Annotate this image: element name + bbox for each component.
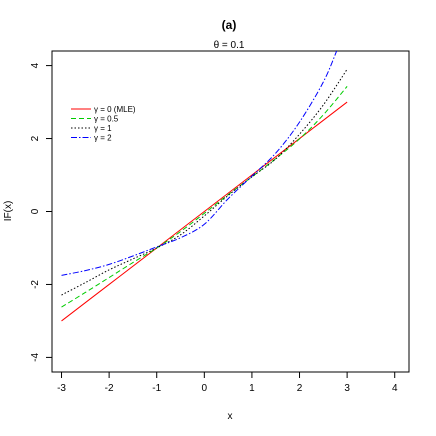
x-tick-label: 0 <box>202 383 208 394</box>
x-tick-label: -1 <box>152 383 161 394</box>
x-tick-label: 4 <box>392 383 398 394</box>
y-axis: -4 -2 0 2 4 <box>30 62 53 362</box>
x-axis-label: x <box>228 411 233 422</box>
legend-label: γ = 0.5 <box>94 115 119 124</box>
x-axis: -3 -2 -1 0 1 2 3 4 <box>57 371 398 394</box>
series-line-1 <box>61 86 348 308</box>
x-tick-label: 3 <box>344 383 350 394</box>
x-tick-label: -2 <box>105 383 114 394</box>
series-line-3 <box>61 51 338 276</box>
y-tick-label: 2 <box>30 135 41 141</box>
series-line-2 <box>61 68 348 296</box>
y-tick-label: -2 <box>30 280 41 289</box>
y-axis-label: IF(x) <box>3 201 14 222</box>
x-tick-label: 2 <box>297 383 303 394</box>
x-tick-label: 1 <box>249 383 255 394</box>
legend-label: γ = 1 <box>94 124 112 133</box>
chart-title: (a) <box>222 18 237 32</box>
legend: γ = 0 (MLE)γ = 0.5γ = 1γ = 2 <box>71 105 136 143</box>
legend-label: γ = 2 <box>94 134 112 143</box>
y-tick-label: -4 <box>30 353 41 362</box>
y-tick-label: 0 <box>30 208 41 214</box>
x-tick-label: -3 <box>57 383 66 394</box>
chart-subtitle: θ = 0.1 <box>214 40 245 51</box>
series-layer <box>61 51 348 322</box>
plot-frame <box>51 50 410 373</box>
y-tick-label: 4 <box>30 62 41 68</box>
legend-label: γ = 0 (MLE) <box>94 105 136 114</box>
